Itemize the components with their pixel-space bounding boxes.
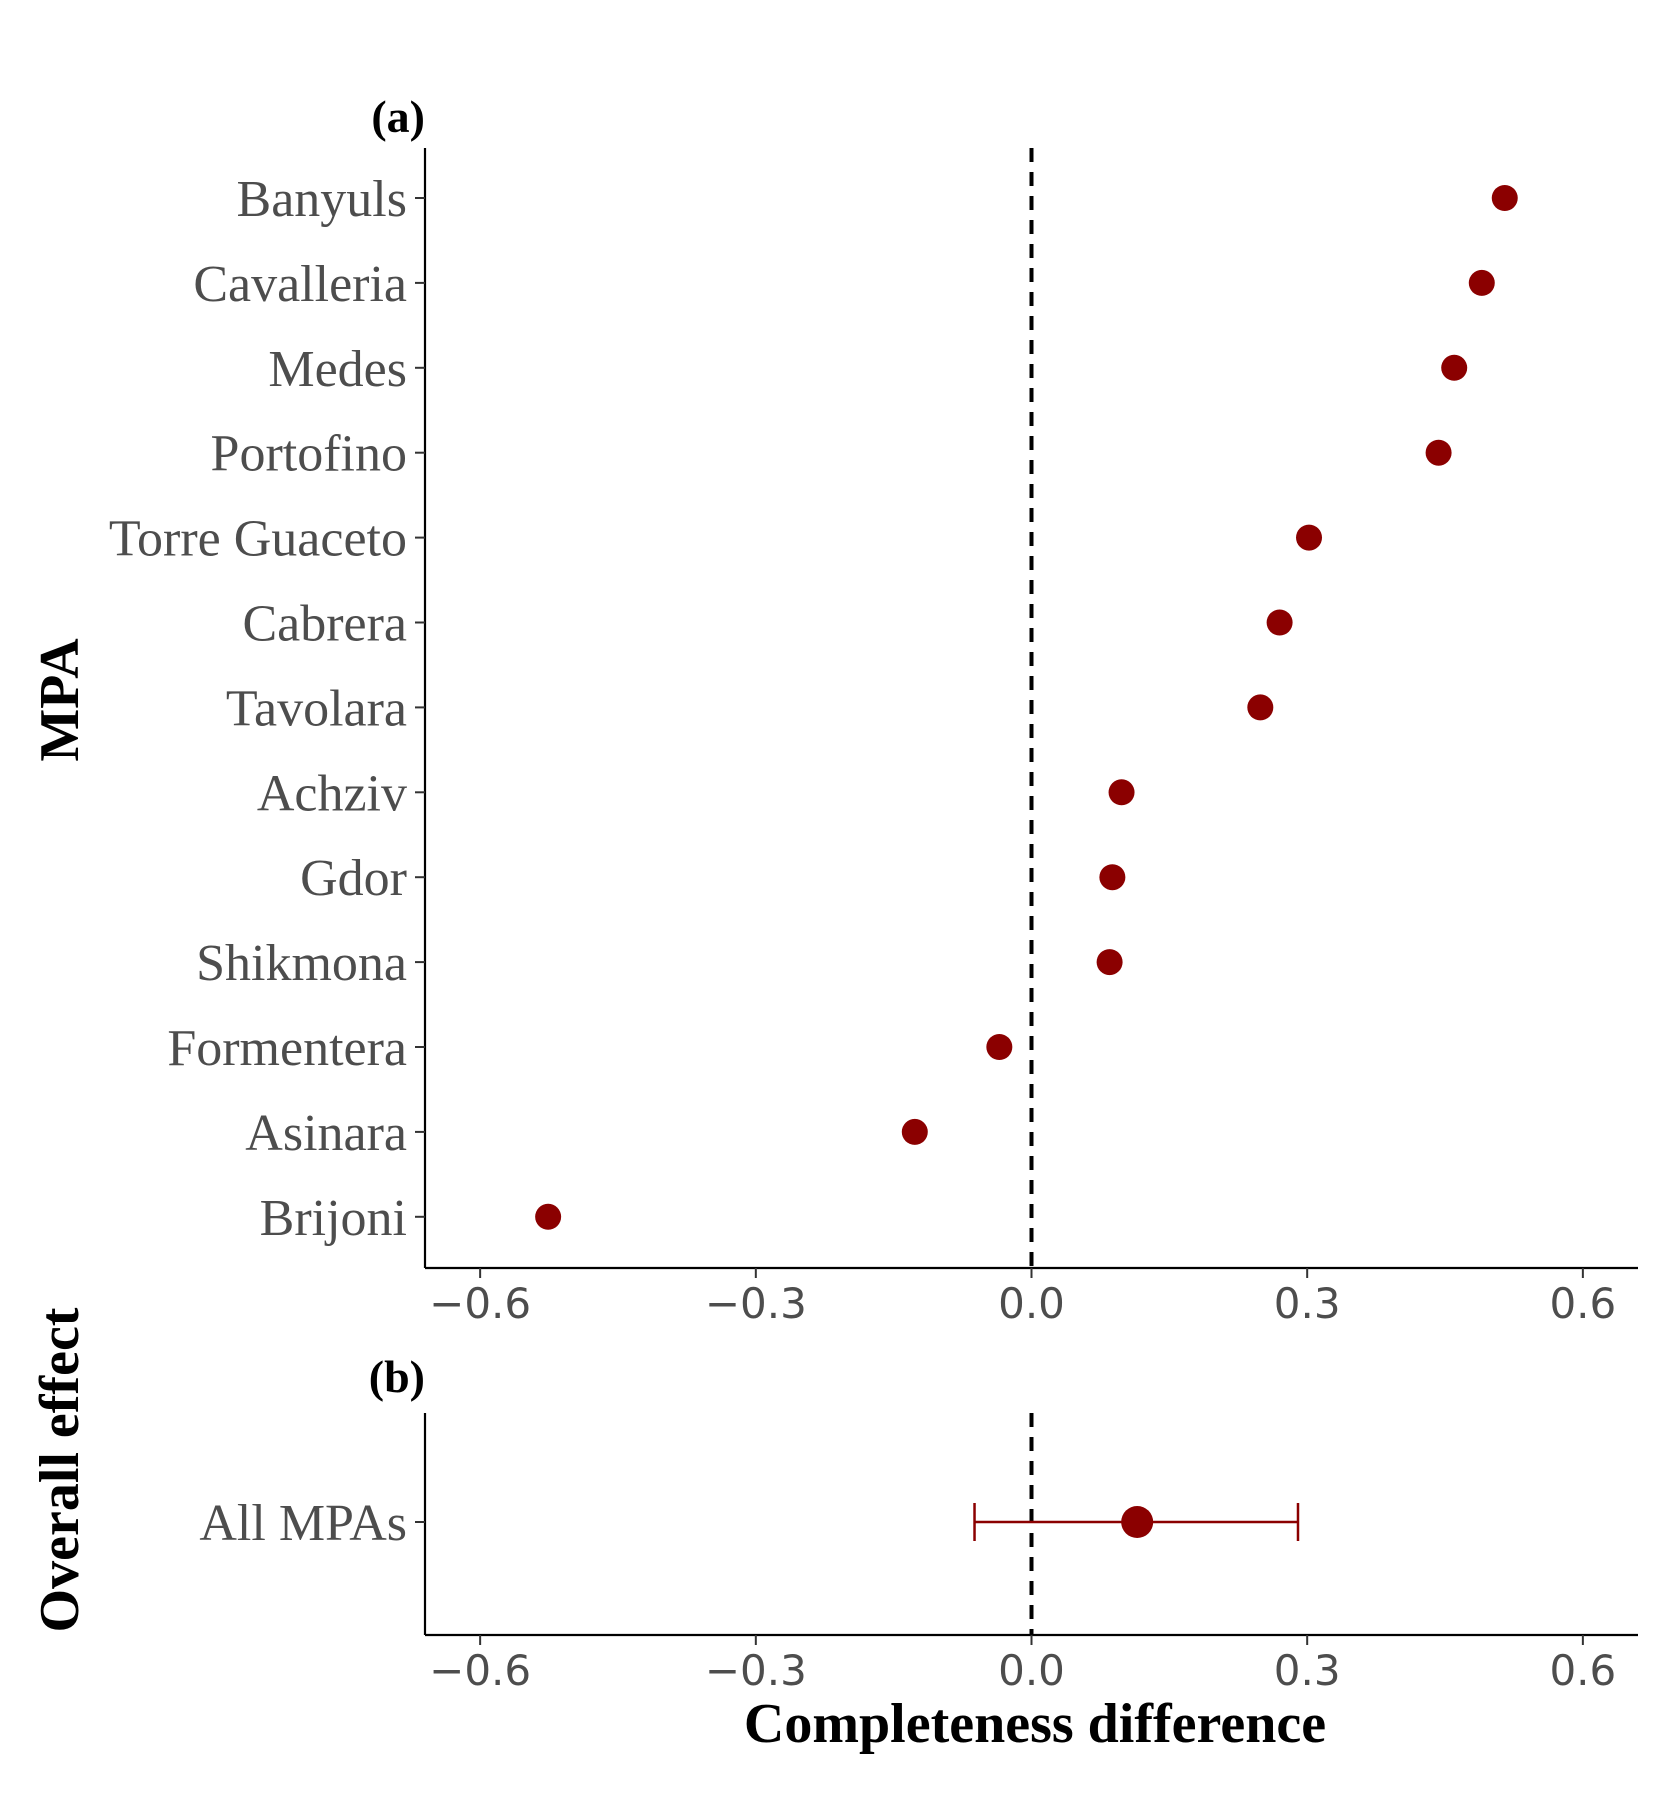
- panel-a-data-point: [986, 1034, 1013, 1060]
- panel-a-category-label: Medes: [268, 341, 407, 398]
- panel-b-x-tick-label: −0.3: [705, 1646, 807, 1695]
- panel-a-x-tick-label: 0.3: [1274, 1279, 1341, 1328]
- panel-a-data-point: [1099, 864, 1126, 891]
- panel-a-category-label: Portofino: [211, 426, 407, 483]
- panel-a-data-point: [1296, 524, 1323, 551]
- panel-a-data-point: [1108, 779, 1135, 806]
- panel-b-label: (b): [369, 1351, 425, 1402]
- panel-a-data-point: [901, 1118, 928, 1145]
- panel-b-category-label: All MPAs: [199, 1495, 407, 1552]
- panel-a: (a) MPA −0.6 −0.3 0.0 0.3 0.6 Banyuls Cavaller…: [29, 91, 1638, 1328]
- panel-a-data-point: [1266, 609, 1293, 636]
- panel-a-category-label: Cavalleria: [193, 256, 407, 313]
- x-axis-label: Completeness difference: [744, 1693, 1326, 1755]
- panel-b-x-tick-label: 0.0: [998, 1646, 1065, 1695]
- panel-b-x-tick-label: 0.3: [1274, 1646, 1341, 1695]
- panel-a-x-tick-label: −0.6: [429, 1279, 531, 1328]
- panel-a-y-axis-label: MPA: [29, 638, 91, 762]
- panel-b-x-tick-label: 0.6: [1549, 1646, 1616, 1695]
- panel-a-data-point: [1425, 439, 1452, 466]
- panel-a-data-point: [1247, 694, 1274, 721]
- panel-a-category-label: Achziv: [257, 765, 407, 822]
- panel-a-x-tick-label: 0.0: [998, 1279, 1065, 1328]
- panel-b-x-tick-label: −0.6: [429, 1646, 531, 1695]
- panel-a-data-point: [1491, 185, 1518, 211]
- panel-a-category-label: Asinara: [245, 1105, 407, 1162]
- panel-a-label: (a): [371, 91, 425, 142]
- panel-b-y-axis-label: Overall effect: [29, 1307, 91, 1632]
- panel-a-category-label: Formentera: [167, 1020, 407, 1077]
- panel-a-category-label: Banyuls: [237, 171, 407, 228]
- panel-a-x-tick-label: −0.3: [705, 1279, 807, 1328]
- panel-a-category-label: Tavolara: [226, 680, 407, 737]
- panel-a-x-tick-label: 0.6: [1549, 1279, 1616, 1328]
- panel-a-category-label: Brijoni: [260, 1190, 407, 1247]
- panel-a-category-label: Gdor: [300, 850, 407, 907]
- panel-a-category-label: Cabrera: [242, 596, 407, 653]
- panel-a-category-label: Shikmona: [196, 935, 407, 992]
- panel-a-category-label: Torre Guaceto: [109, 511, 407, 568]
- panel-a-data-point: [535, 1203, 562, 1230]
- panel-b: (b) Overall effect Completeness differen…: [29, 1307, 1638, 1755]
- panel-a-data-point: [1468, 269, 1495, 296]
- panel-a-data-point: [1096, 949, 1123, 976]
- panel-a-data-point: [1441, 354, 1468, 381]
- panel-b-data-point: [1121, 1506, 1154, 1538]
